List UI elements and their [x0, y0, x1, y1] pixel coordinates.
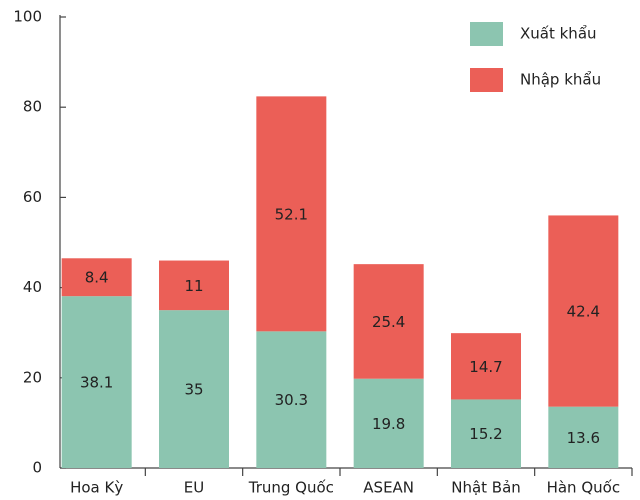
bar-segment — [256, 96, 327, 332]
legend-label: Nhập khẩu — [520, 71, 601, 89]
bar-segment — [353, 378, 424, 468]
value-label: 30.3 — [275, 391, 308, 409]
value-label: 14.7 — [469, 358, 502, 376]
legend-swatch — [470, 22, 503, 46]
x-tick-label: Trung Quốc — [248, 479, 334, 497]
x-tick-label: Nhật Bản — [451, 479, 521, 497]
bar-segment — [256, 331, 327, 468]
value-label: 25.4 — [372, 313, 405, 331]
value-label: 38.1 — [80, 374, 113, 392]
bar-segment — [159, 310, 229, 468]
value-label: 8.4 — [85, 269, 109, 287]
x-tick-label: EU — [184, 479, 204, 497]
bar-segment — [451, 333, 521, 400]
bar-segment — [548, 406, 619, 468]
y-tick-label: 40 — [23, 278, 42, 296]
bar-segment — [451, 399, 521, 468]
y-tick-label: 60 — [23, 188, 42, 206]
x-tick-label: ASEAN — [363, 479, 414, 497]
value-label: 13.6 — [567, 429, 600, 447]
y-tick-label: 0 — [32, 459, 42, 477]
y-tick-label: 100 — [13, 8, 42, 26]
value-label: 15.2 — [469, 425, 502, 443]
bar-segment — [353, 264, 424, 379]
value-label: 42.4 — [567, 303, 600, 321]
value-label: 52.1 — [275, 205, 308, 223]
y-tick-label: 20 — [23, 368, 42, 386]
y-tick-label: 80 — [23, 98, 42, 116]
value-label: 11 — [184, 277, 203, 295]
legend-label: Xuất khẩu — [520, 25, 597, 43]
x-tick-label: Hoa Kỳ — [70, 479, 123, 497]
bar-segment — [548, 215, 619, 407]
value-label: 19.8 — [372, 415, 405, 433]
bar-segment — [61, 296, 132, 468]
bar-segment — [159, 260, 229, 311]
legend-swatch — [470, 68, 503, 92]
bar-segment — [61, 258, 132, 297]
x-tick-label: Hàn Quốc — [547, 479, 620, 497]
value-label: 35 — [184, 381, 203, 399]
